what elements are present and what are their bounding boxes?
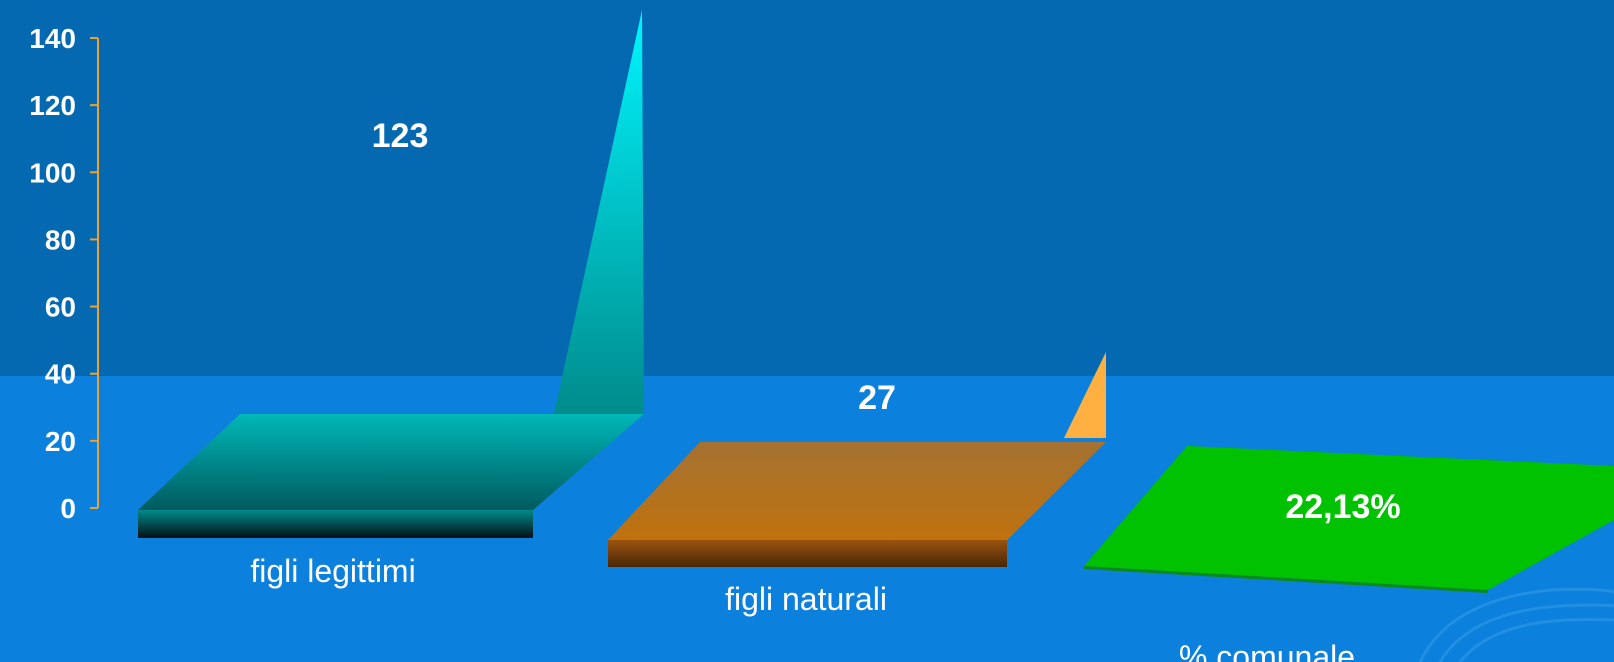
y-tick-label: 60	[45, 292, 76, 323]
bar-percent-comunale	[1084, 446, 1614, 593]
decorative-swirl	[1418, 587, 1614, 662]
bar-figli-naturali-front	[608, 540, 1007, 567]
bar-percent-comunale-floor	[1084, 446, 1614, 590]
category-label-figli-naturali: figli naturali	[725, 581, 887, 617]
category-label-percent-comunale: % comunale	[1179, 639, 1355, 662]
data-label-percent-comunale: 22,13%	[1285, 488, 1400, 526]
bar-figli-legittimi	[138, 10, 644, 538]
y-tick-label: 0	[60, 493, 76, 524]
background-top-band	[0, 0, 1614, 376]
y-tick-label: 20	[45, 426, 76, 457]
bar-figli-naturali-spike	[1064, 352, 1106, 438]
y-tick-label: 80	[45, 224, 76, 255]
y-tick-label: 140	[29, 23, 76, 54]
y-tick-label: 40	[45, 359, 76, 390]
bar-figli-naturali	[608, 352, 1106, 567]
y-axis-ticks: 0 20 40 60 80 100 120 140	[29, 23, 98, 524]
category-label-figli-legittimi: figli legittimi	[250, 553, 415, 589]
y-tick-label: 120	[29, 90, 76, 121]
bar-figli-legittimi-floor	[138, 414, 644, 510]
bar-figli-naturali-floor	[608, 442, 1106, 540]
bar-percent-comunale-edge	[1084, 566, 1488, 593]
bar-figli-legittimi-spike	[554, 10, 644, 414]
data-label-figli-naturali: 27	[858, 379, 896, 417]
data-label-figli-legittimi: 123	[372, 117, 429, 155]
bar-figli-legittimi-front	[138, 510, 533, 538]
y-tick-label: 100	[29, 157, 76, 188]
